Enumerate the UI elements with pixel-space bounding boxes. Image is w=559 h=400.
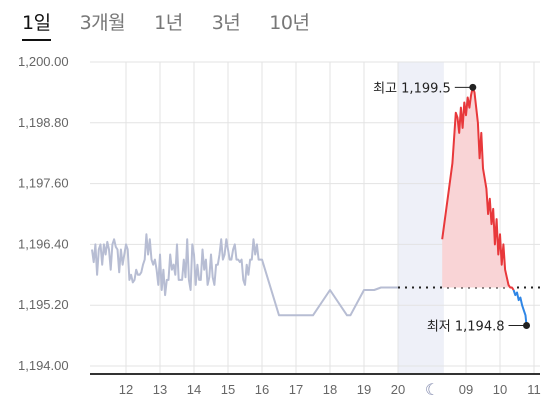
- tab-3months[interactable]: 3개월: [79, 12, 126, 34]
- x-tick-label: 14: [187, 382, 201, 397]
- x-tick-label: 15: [221, 382, 235, 397]
- x-tick-label: 18: [323, 382, 337, 397]
- y-tick-label: 1,195.20: [18, 297, 69, 312]
- tab-3years[interactable]: 3년: [211, 12, 241, 34]
- high-label: 최고 1,199.5: [373, 81, 451, 96]
- night-session-band: [398, 62, 444, 374]
- tab-10years[interactable]: 10년: [269, 12, 310, 34]
- x-tick-label: 17: [289, 382, 303, 397]
- x-tick-label: 12: [119, 382, 133, 397]
- low-label: 최저 1,194.8: [427, 319, 505, 334]
- y-tick-label: 1,196.40: [18, 236, 69, 251]
- y-tick-label: 1,197.60: [18, 176, 69, 191]
- history-line: [91, 233, 398, 317]
- y-tick-label: 1,198.80: [18, 115, 69, 130]
- x-tick-label: 10: [493, 382, 507, 397]
- tab-1year[interactable]: 1년: [154, 12, 183, 34]
- x-tick-label: 19: [357, 382, 371, 397]
- high-marker: [469, 83, 477, 91]
- x-tick-label: 13: [153, 382, 167, 397]
- low-marker: [523, 321, 531, 329]
- moon-icon: ☾: [425, 380, 439, 399]
- y-tick-label: 1,200.00: [18, 54, 69, 69]
- tab-1day[interactable]: 1일: [22, 8, 51, 41]
- period-tabs: 1일 3개월 1년 3년 10년: [22, 8, 338, 42]
- x-tick-label: 20: [391, 382, 405, 397]
- today-up-line: [441, 86, 515, 291]
- x-tick-label: 09: [459, 382, 473, 397]
- today-down-line: [512, 289, 528, 326]
- x-tick-label: 16: [255, 382, 269, 397]
- y-tick-label: 1,194.00: [18, 358, 69, 373]
- x-tick-label: 11: [527, 382, 541, 397]
